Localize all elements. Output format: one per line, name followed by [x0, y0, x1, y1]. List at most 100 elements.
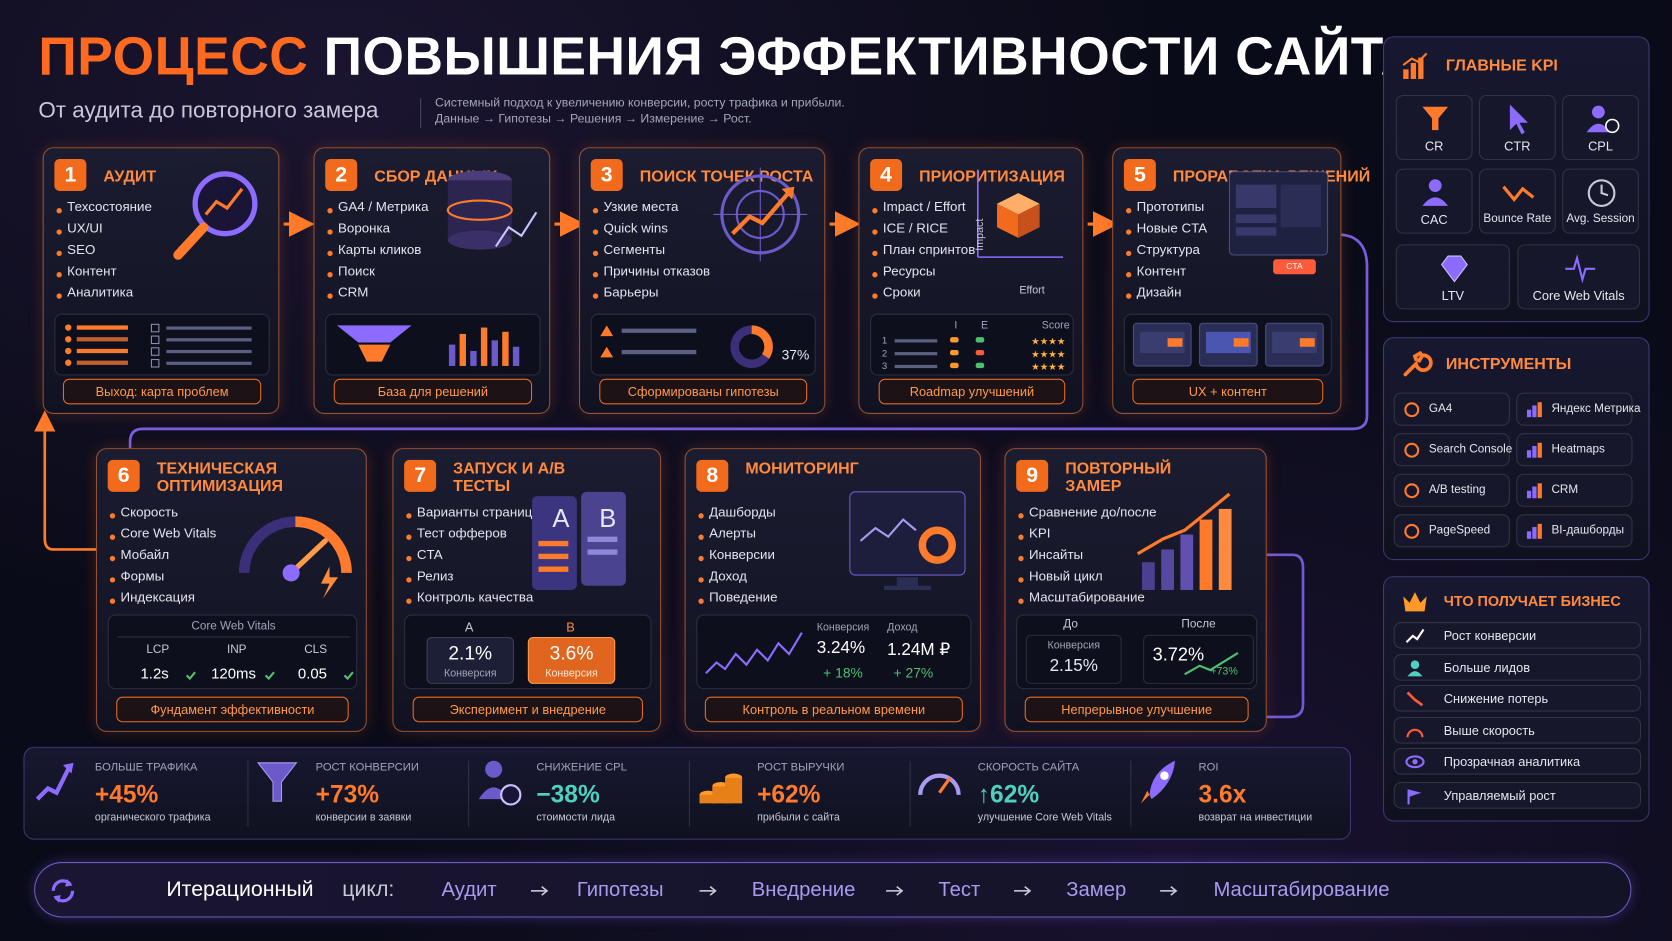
decor-shape — [76, 348, 128, 354]
stat-icon — [1140, 760, 1176, 804]
bullet — [592, 272, 599, 278]
tool-label: GA4 — [1428, 402, 1453, 416]
bullet — [1018, 598, 1024, 604]
decor-shape — [541, 885, 549, 896]
decor-shape — [150, 359, 160, 368]
decor-shape — [1140, 790, 1150, 804]
decor-shape — [731, 189, 792, 236]
step-panel: До После Конверсия 2.15% 3.72% +73% — [1016, 614, 1258, 690]
kpi-tile-icon — [1586, 105, 1620, 134]
decor-shape — [1403, 69, 1409, 79]
decor-shape — [173, 222, 209, 260]
business-item-icon — [1406, 728, 1424, 737]
metric-name: CLS — [304, 643, 328, 657]
decor-shape — [1404, 442, 1420, 458]
title: ПРОЦЕСС ПОВЫШЕНИЯ ЭФФЕКТИВНОСТИ САЙТА — [38, 26, 1419, 88]
decor-shape — [1406, 691, 1424, 707]
business-item-icon — [1405, 755, 1425, 769]
step-item: Техсостояние — [67, 199, 152, 215]
bullet — [698, 598, 704, 604]
decor-shape — [336, 325, 412, 343]
step-item: Поиск — [338, 263, 375, 279]
step-illustration — [446, 170, 538, 250]
decor-shape — [1422, 106, 1449, 131]
decor-shape — [447, 230, 512, 250]
stat-caption: органического трафика — [94, 811, 211, 824]
tool-icon — [1526, 442, 1542, 458]
decor-shape — [320, 566, 339, 599]
decor-shape — [1526, 409, 1532, 418]
bullet — [406, 598, 412, 604]
decor-shape — [256, 762, 298, 802]
kpi-tile-icon — [1502, 185, 1535, 203]
kpi-label: CPL — [1588, 138, 1613, 154]
decor-shape — [1405, 755, 1425, 769]
decor-shape — [470, 351, 477, 366]
decor-shape — [996, 203, 1019, 238]
business-item-icon — [1405, 628, 1425, 644]
step-item: Карты кликов — [338, 242, 422, 258]
decor-shape — [65, 324, 72, 331]
decor-shape — [896, 885, 904, 896]
decor-shape — [1410, 62, 1417, 79]
kpi-tile: CAC — [1395, 168, 1473, 234]
step-output: UX + контент — [1132, 378, 1324, 405]
kpi-label: LTV — [1441, 288, 1465, 303]
cta-button: CTA — [1273, 259, 1316, 275]
tool-label: CRM — [1551, 483, 1579, 497]
step-item: Инсайты — [1028, 547, 1084, 563]
tool-item: PageSpeed — [1393, 514, 1510, 548]
stat-caption: улучшение Core Web Vitals — [977, 811, 1112, 824]
tool-item: CRM — [1516, 473, 1633, 507]
decor-shape — [1526, 450, 1532, 458]
panel-decor — [65, 323, 252, 368]
decor-shape — [896, 577, 919, 586]
stat-caption: прибыли с сайта — [757, 811, 840, 824]
before-metric: Конверсия — [1047, 640, 1101, 652]
kpi-tile: CR — [1395, 94, 1473, 161]
decor-shape — [1205, 331, 1251, 354]
after-value: 3.72% — [1152, 644, 1205, 665]
step-title: ЗАПУСК И A/B ТЕСТЫ — [453, 459, 566, 496]
bullet — [1126, 229, 1132, 235]
bullet — [327, 250, 333, 257]
panel-title: Core Web Vitals — [191, 619, 276, 633]
variant-caption: Конверсия — [443, 667, 497, 680]
decor-shape — [1407, 670, 1423, 676]
step-illustration — [849, 491, 966, 590]
step-item: Индексация — [120, 589, 195, 605]
kpi-title: ГЛАВНЫЕ KPI — [1445, 56, 1558, 75]
decor-shape — [166, 349, 252, 354]
bullet — [327, 293, 333, 299]
stat-value: +62% — [757, 779, 821, 808]
step-output: Roadmap улучшений — [878, 378, 1066, 405]
decor-shape — [950, 349, 959, 356]
kpi-panel: ГЛАВНЫЕ KPI CR CTR CPL CAC Bounce Rate Avg. Se… — [1382, 36, 1650, 323]
tool-icon — [1404, 442, 1420, 458]
decor-shape — [1408, 788, 1422, 797]
decor-shape — [65, 359, 72, 366]
business-icon — [1403, 592, 1427, 612]
tool-icon — [1404, 402, 1420, 418]
business-item: Выше скорость — [1393, 716, 1642, 744]
cycle-arrow — [886, 885, 904, 896]
decor-shape — [699, 794, 717, 804]
business-item: Управляемый рост — [1393, 781, 1642, 809]
variant-caption: Конверсия — [545, 667, 598, 680]
decor-shape — [709, 885, 717, 896]
stat-divider — [1130, 760, 1132, 827]
cycle-step: Внедрение — [751, 879, 856, 902]
step-item: Воронка — [338, 220, 391, 236]
bullet — [1018, 555, 1024, 562]
decor-shape — [1600, 184, 1609, 197]
kpi-label: CAC — [1420, 212, 1448, 228]
decor-shape — [1532, 486, 1537, 499]
divider — [420, 98, 422, 129]
tool-icon — [1526, 523, 1542, 539]
tools-icon — [1403, 351, 1433, 377]
stat-value: +73% — [315, 779, 380, 808]
kpi-tile: Avg. Session — [1562, 168, 1639, 234]
step-item: Барьеры — [603, 284, 659, 300]
bullet — [1126, 250, 1132, 257]
